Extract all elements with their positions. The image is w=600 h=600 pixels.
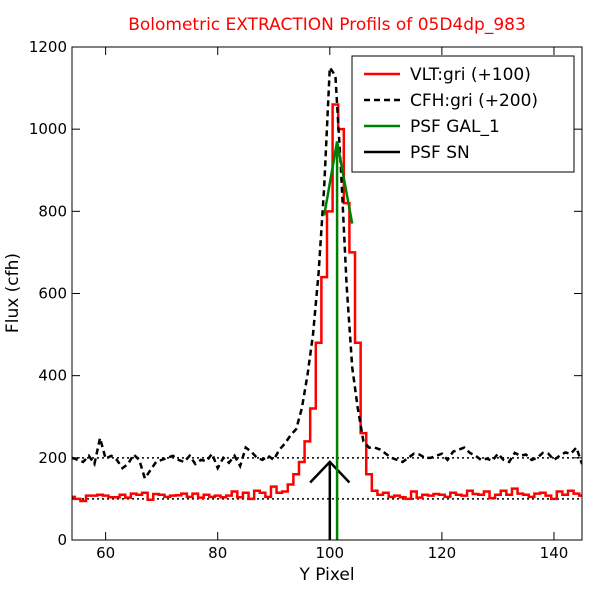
legend-label-vlt-gri-100: VLT:gri (+100) [410,65,531,85]
y-axis-label: Flux (cfh) [3,253,23,333]
series-line-cfh-gri-200 [72,63,582,482]
legend-label-psf-sn: PSF SN [410,143,470,163]
y-tick-label: 400 [38,367,67,385]
chart-title: Bolometric EXTRACTION Profils of 05D4dp_… [128,15,526,35]
plot-clip-group [72,63,582,540]
y-tick-label: 800 [38,202,67,220]
x-tick-label: 140 [540,544,569,562]
y-tick-label: 1000 [29,120,67,138]
y-tick-label: 1200 [29,38,67,56]
axis-ticks: 60 80 100 120 140 0 200 400 600 800 1000 1200 [29,38,582,562]
x-axis-label: Y Pixel [298,565,354,585]
x-tick-label: 80 [208,544,227,562]
series-line-vlt-gri-100 [72,103,582,503]
legend-label-psf-gal-1: PSF GAL_1 [410,117,500,137]
x-tick-label: 120 [428,544,457,562]
legend-label-cfh-gri-200: CFH:gri (+200) [410,91,538,111]
y-tick-label: 200 [38,449,67,467]
x-tick-label: 100 [315,544,344,562]
y-tick-label: 600 [38,285,67,303]
x-tick-label: 60 [96,544,115,562]
plot-area [72,63,582,540]
legend: VLT:gri (+100) CFH:gri (+200) PSF GAL_1 PSF… [351,55,575,173]
y-tick-label: 0 [57,531,67,549]
